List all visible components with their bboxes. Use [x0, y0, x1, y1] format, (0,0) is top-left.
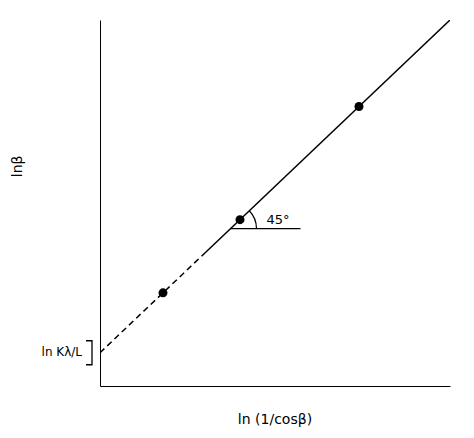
- intercept-bracket: [86, 341, 92, 365]
- angle-arc: [249, 211, 256, 229]
- x-axis: [101, 386, 451, 387]
- point: [236, 215, 245, 224]
- intercept-label: ln Kλ/L: [42, 345, 83, 359]
- marks: [100, 20, 450, 353]
- y-axis: [100, 21, 101, 387]
- point: [355, 102, 364, 111]
- annotations: 45° ln Kλ/L: [42, 211, 301, 365]
- chart: 45° ln Kλ/L ln (1/cosβ) lnβ: [0, 0, 474, 438]
- line: [202, 20, 451, 256]
- x-axis-title: ln (1/cosβ): [238, 411, 312, 427]
- bracket: [86, 341, 92, 365]
- angle-label: 45°: [266, 212, 289, 227]
- line: [100, 256, 202, 352]
- axis-line: [101, 386, 451, 387]
- axis-line: [100, 21, 101, 387]
- plot: 45° ln Kλ/L: [42, 20, 451, 387]
- y-axis-title: lnβ: [9, 156, 25, 178]
- angle-reference-line: [230, 228, 300, 229]
- point: [159, 288, 168, 297]
